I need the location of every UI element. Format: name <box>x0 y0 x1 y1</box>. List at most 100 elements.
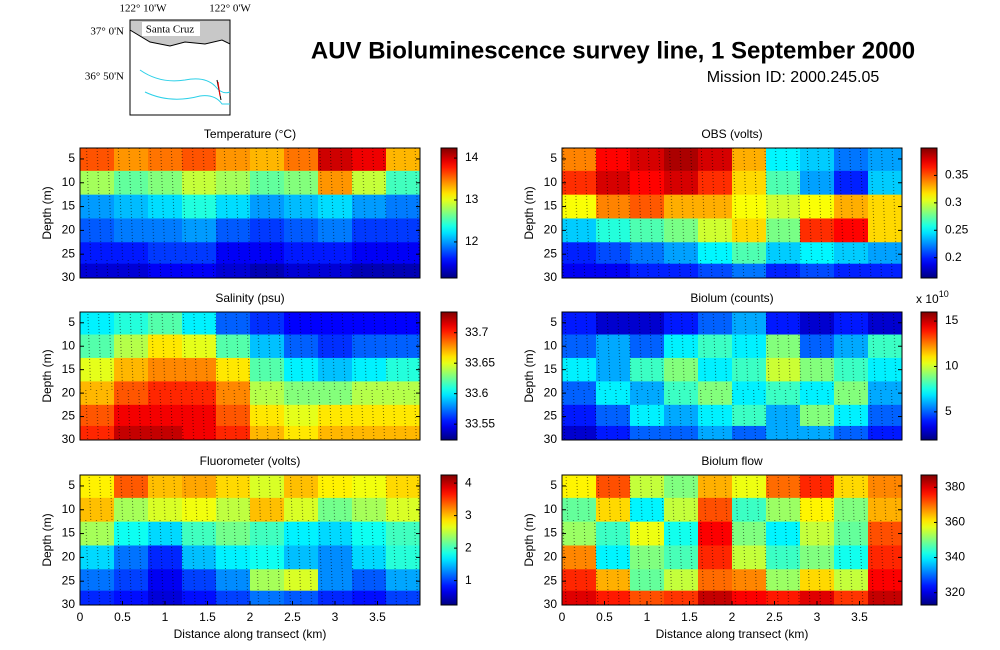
x-tick-label: 3.5 <box>851 610 868 624</box>
lon-label: 122° 10'W <box>119 3 167 15</box>
heatmap-panel: Biolum (counts) Depth (m) 5 10 15 20 25 30 5 10 15… <box>522 289 959 446</box>
colorbar-tick-label: 4 <box>465 475 472 489</box>
colorbar-scale: x 1010 <box>916 289 949 306</box>
transect <box>217 81 221 97</box>
y-tick-label: 25 <box>544 409 558 423</box>
y-tick-label: 30 <box>544 270 558 284</box>
x-axis-label: Distance along transect (km) <box>174 627 327 641</box>
y-axis-label: Depth (m) <box>40 186 54 239</box>
x-tick-label: 1.5 <box>681 610 698 624</box>
x-axis-label: Distance along transect (km) <box>656 627 809 641</box>
y-axis-label: Depth (m) <box>522 186 536 239</box>
colorbar-tick-label: 0.3 <box>945 195 962 209</box>
panel-title: Biolum flow <box>701 454 763 468</box>
y-tick-label: 5 <box>550 151 557 165</box>
contour <box>144 91 230 105</box>
colorbar <box>920 147 938 279</box>
y-tick-label: 10 <box>62 175 76 189</box>
heatmap-panel: Fluorometer (volts)Depth (m)510152025300… <box>40 454 472 641</box>
plot-frame <box>79 311 421 441</box>
colorbar <box>440 474 458 606</box>
colorbar-tick-label: 2 <box>465 540 472 554</box>
colorbar-tick-label: 0.25 <box>945 222 969 236</box>
y-tick-label: 20 <box>544 550 558 564</box>
colorbar-tick-label: 14 <box>465 150 479 164</box>
y-tick-label: 30 <box>544 432 558 446</box>
y-tick-label: 25 <box>62 573 76 587</box>
auv-track <box>562 312 902 440</box>
colorbar-tick-label: 1 <box>465 573 472 587</box>
heatmap-panel: Salinity (psu) Depth (m) 5 10 15 20 25 30 33.55 3… <box>40 291 495 446</box>
x-tick-label: 1 <box>162 610 169 624</box>
colorbar-tick-label: 33.55 <box>465 416 495 430</box>
colorbar-tick-label: 3 <box>465 508 472 522</box>
colorbar-tick-label: 5 <box>945 404 952 418</box>
lon-label: 122° 0'W <box>209 3 251 15</box>
y-tick-label: 30 <box>62 432 76 446</box>
y-tick-label: 15 <box>544 362 558 376</box>
heatmap-panel: Biolum flow Depth (m) 5 10 15 20 25 300 0.5 1 1.5 2… <box>522 454 965 641</box>
plot-frame <box>79 147 421 279</box>
y-tick-label: 5 <box>550 315 557 329</box>
x-tick-label: 2.5 <box>284 610 301 624</box>
figure-title: AUV Bioluminescence survey line, 1 Septe… <box>311 37 915 64</box>
y-tick-label: 20 <box>544 223 558 237</box>
y-tick-label: 20 <box>62 550 76 564</box>
auv-track <box>80 312 420 440</box>
y-tick-label: 20 <box>544 385 558 399</box>
colorbar <box>920 311 938 441</box>
colorbar-tick-label: 15 <box>945 313 959 327</box>
colorbar-tick-label: 13 <box>465 192 479 206</box>
scale-base: x 10 <box>916 292 939 306</box>
y-tick-label: 30 <box>544 597 558 611</box>
x-tick-label: 3.5 <box>369 610 386 624</box>
panel-title: Fluorometer (volts) <box>200 454 301 468</box>
y-tick-label: 10 <box>544 338 558 352</box>
colorbar-tick-label: 340 <box>945 550 965 564</box>
panel-title: Temperature (°C) <box>204 127 296 141</box>
auv-track <box>562 148 902 278</box>
lat-label: 36° 50'N <box>85 71 124 83</box>
auv-track <box>80 148 420 278</box>
colorbar-tick-label: 33.7 <box>465 325 489 339</box>
colorbar-tick-label: 33.6 <box>465 386 489 400</box>
y-axis-label: Depth (m) <box>522 349 536 402</box>
x-tick-label: 2 <box>729 610 736 624</box>
y-tick-label: 10 <box>544 502 558 516</box>
x-tick-label: 2.5 <box>766 610 783 624</box>
x-tick-label: 1.5 <box>199 610 216 624</box>
lat-label: 37° 0'N <box>90 26 124 38</box>
y-tick-label: 5 <box>68 151 75 165</box>
y-tick-label: 25 <box>544 246 558 260</box>
x-tick-label: 3 <box>814 610 821 624</box>
y-tick-label: 20 <box>62 385 76 399</box>
panel-title: Biolum (counts) <box>690 291 773 305</box>
colorbar <box>440 311 458 441</box>
y-tick-label: 25 <box>62 246 76 260</box>
heatmap-panel: Temperature (°C) Depth (m) 5 10 15 20 25 30 12 13… <box>40 127 479 284</box>
plot-frame <box>561 311 903 441</box>
colorbar-tick-label: 10 <box>945 359 959 373</box>
y-axis-label: Depth (m) <box>522 513 536 566</box>
place-label: Santa Cruz <box>146 24 195 36</box>
colorbar <box>440 147 458 279</box>
label-box <box>142 22 200 36</box>
scale-exponent: 10 <box>939 289 949 299</box>
y-tick-label: 10 <box>62 502 76 516</box>
x-tick-label: 3 <box>332 610 339 624</box>
y-tick-label: 15 <box>62 526 76 540</box>
y-tick-label: 10 <box>544 175 558 189</box>
y-tick-label: 25 <box>62 409 76 423</box>
y-tick-label: 30 <box>62 270 76 284</box>
colorbar-tick-label: 360 <box>945 515 965 529</box>
y-tick-label: 30 <box>62 597 76 611</box>
inset-map: Santa Cruz 122° 10'W 122° 0'W 37° 0'N 36… <box>85 3 251 116</box>
mission-id: Mission ID: 2000.245.05 <box>707 69 880 86</box>
x-tick-label: 1 <box>644 610 651 624</box>
heatmap-panel: OBS (volts) Depth (m) 5 10 15 20 25 30 0.2 0.25 0.… <box>522 127 969 284</box>
x-tick-label: 2 <box>247 610 254 624</box>
auv-track <box>562 475 902 605</box>
colorbar-tick-label: 33.65 <box>465 355 495 369</box>
panel-title: Salinity (psu) <box>215 291 284 305</box>
